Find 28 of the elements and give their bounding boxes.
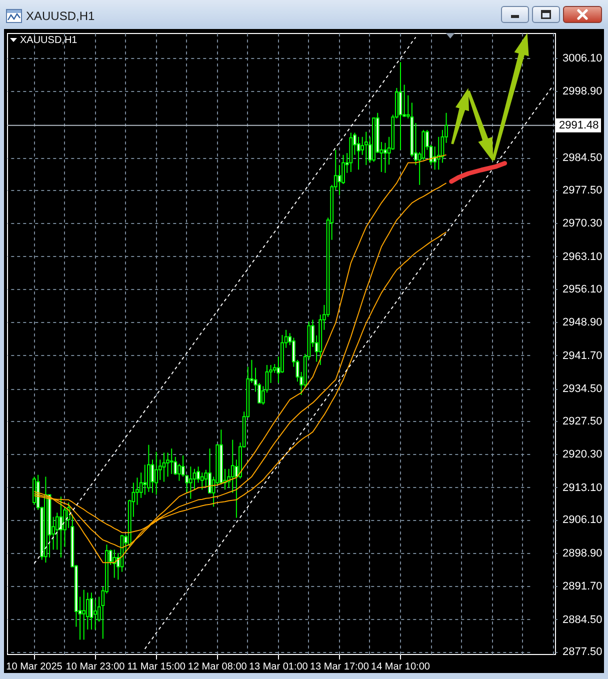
y-tick-label: 2877.50: [562, 646, 602, 658]
y-tick-label: 2934.50: [562, 383, 602, 396]
y-tick-label: 2977.50: [562, 184, 602, 196]
x-tick-label: 10 Mar 23:00: [66, 662, 126, 672]
y-tick-label: 2920.30: [562, 448, 602, 461]
y-tick-label: 2941.70: [562, 350, 602, 362]
chart-subtitle: XAUUSD,H1: [20, 35, 78, 47]
x-tick-label: 13 Mar 17:00: [310, 662, 370, 672]
x-tick-label: 14 Mar 10:00: [371, 662, 430, 672]
y-tick-label: 2970.30: [562, 218, 602, 230]
y-tick-label: 2898.90: [562, 547, 602, 560]
y-tick-label: 2906.10: [562, 514, 602, 526]
y-tick-label: 2913.10: [562, 482, 602, 494]
x-tick-label: 13 Mar 01:00: [248, 662, 308, 672]
y-tick-label: 2891.70: [562, 580, 602, 593]
y-tick-label: 2956.10: [562, 283, 602, 296]
x-tick-label: 11 Mar 15:00: [127, 662, 186, 672]
y-tick-label: 3006.10: [562, 52, 602, 64]
y-tick-label: 2984.50: [562, 152, 602, 164]
y-tick-label: 2884.50: [562, 614, 602, 626]
y-tick-label: 2963.10: [562, 250, 602, 263]
y-tick-label: 2998.90: [562, 86, 602, 98]
x-tick-label: 12 Mar 08:00: [188, 662, 248, 672]
y-tick-label: 2927.50: [562, 415, 602, 428]
x-tick-label: 10 Mar 2025: [6, 662, 63, 672]
ref-line-label: 2991.48: [559, 119, 599, 132]
chart-title: XAUUSD,H1: [26, 9, 95, 23]
y-tick-label: 2948.90: [562, 316, 602, 329]
